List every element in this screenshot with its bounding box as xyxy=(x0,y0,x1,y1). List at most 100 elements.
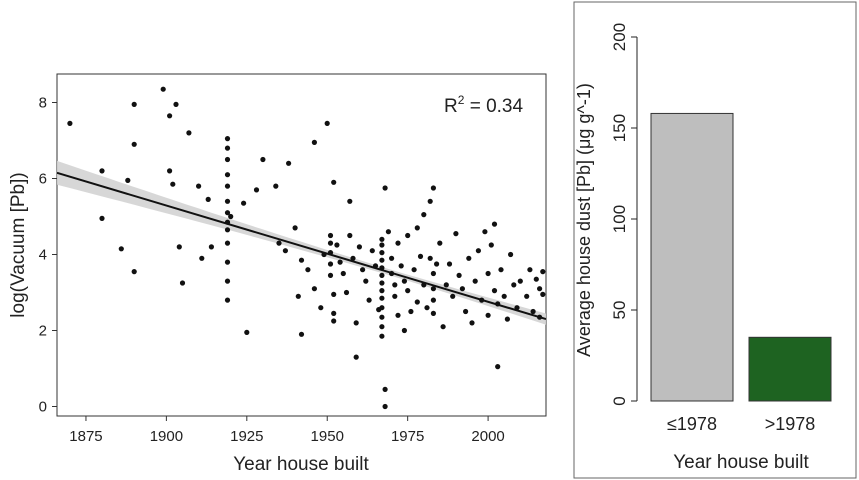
bar-x-axis-label: Year house built xyxy=(673,452,809,473)
scatter-point xyxy=(385,229,391,235)
scatter-point xyxy=(434,261,440,267)
scatter-point xyxy=(421,212,427,218)
scatter-point xyxy=(427,255,433,261)
scatter-point xyxy=(401,327,407,334)
scatter-point xyxy=(379,280,385,286)
scatter-point xyxy=(340,270,346,277)
scatter-point xyxy=(524,293,530,299)
scatter-point xyxy=(401,278,407,284)
bar-y-tick-label: 0 xyxy=(610,396,629,405)
scatter-point xyxy=(224,183,231,189)
scatter-point xyxy=(337,259,343,265)
scatter-point xyxy=(485,270,491,277)
bar xyxy=(748,336,832,402)
scatter-point xyxy=(382,185,388,191)
scatter-point xyxy=(430,270,436,277)
scatter-x-tick-label: 1975 xyxy=(391,428,424,445)
scatter-point xyxy=(224,136,231,142)
bar-y-tick-label: 100 xyxy=(610,205,629,233)
scatter-point xyxy=(527,267,533,273)
scatter-point xyxy=(504,316,510,322)
scatter-x-tick-label: 1925 xyxy=(230,428,263,445)
scatter-point xyxy=(440,324,446,330)
scatter-point xyxy=(131,269,137,275)
scatter-point xyxy=(463,308,469,315)
scatter-point xyxy=(331,179,337,185)
scatter-point xyxy=(228,213,234,220)
scatter-point xyxy=(379,236,385,242)
scatter-point xyxy=(540,291,546,297)
scatter-point xyxy=(241,200,247,206)
scatter-point xyxy=(430,297,436,303)
regression-line xyxy=(56,171,547,321)
scatter-point xyxy=(437,240,443,246)
scatter-point xyxy=(392,282,398,288)
scatter-point xyxy=(450,293,456,299)
scatter-point xyxy=(331,310,337,316)
scatter-y-tick-label: 0 xyxy=(39,399,47,416)
scatter-x-axis: 1875 1900 1925 1950 1975 2000 xyxy=(69,416,505,445)
scatter-x-tick-label: 1875 xyxy=(69,428,102,445)
scatter-point xyxy=(131,141,137,147)
scatter-point xyxy=(382,386,388,392)
scatter-point xyxy=(379,314,385,320)
scatter-point xyxy=(305,267,311,273)
scatter-point xyxy=(160,86,166,92)
scatter-point xyxy=(224,210,231,216)
scatter-point xyxy=(331,318,337,324)
scatter-point xyxy=(224,145,231,151)
scatter-point xyxy=(379,272,385,278)
scatter-point xyxy=(99,168,105,174)
scatter-point xyxy=(405,288,411,294)
scatter-point xyxy=(224,259,231,265)
scatter-point xyxy=(224,198,231,204)
scatter-point xyxy=(363,278,369,284)
scatter-point xyxy=(224,156,231,163)
scatter-point xyxy=(353,354,359,360)
scatter-point xyxy=(356,244,362,250)
scatter-point xyxy=(353,320,359,326)
scatter-point xyxy=(286,160,292,166)
scatter-point xyxy=(495,364,501,370)
bar xyxy=(650,112,734,402)
scatter-point xyxy=(186,130,192,136)
scatter-points xyxy=(67,86,546,410)
scatter-point xyxy=(395,312,401,318)
scatter-point xyxy=(167,168,173,174)
scatter-point xyxy=(414,225,420,231)
scatter-point xyxy=(208,244,214,250)
scatter-point xyxy=(167,113,173,119)
r-squared-annotation: R2 = 0.34 xyxy=(444,93,523,117)
scatter-point xyxy=(443,282,449,288)
scatter-point xyxy=(485,312,491,318)
scatter-point xyxy=(343,289,350,296)
scatter-y-tick-label: 2 xyxy=(39,323,47,340)
scatter-point xyxy=(327,232,334,239)
scatter-point xyxy=(540,269,546,275)
scatter-point xyxy=(273,183,279,189)
scatter-point xyxy=(253,187,260,193)
scatter-point xyxy=(366,297,372,303)
scatter-point xyxy=(276,240,282,246)
scatter-point xyxy=(282,248,288,254)
scatter-point xyxy=(395,240,401,246)
scatter-point xyxy=(498,267,504,273)
scatter-point xyxy=(311,286,317,292)
scatter-point xyxy=(347,232,353,239)
scatter-point xyxy=(482,229,488,235)
scatter-y-tick-label: 6 xyxy=(39,171,47,188)
scatter-point xyxy=(491,288,498,294)
scatter-point xyxy=(466,255,472,261)
scatter-point xyxy=(179,280,186,286)
bar-category-label: ≤1978 xyxy=(667,414,717,434)
scatter-point xyxy=(491,221,498,227)
scatter-point xyxy=(311,139,317,145)
scatter-point xyxy=(298,257,305,263)
scatter-point xyxy=(244,329,250,335)
scatter-point xyxy=(469,320,475,326)
scatter-panel: 1875 1900 1925 1950 1975 2000 0 2 4 6 8 Year hous… xyxy=(8,73,547,475)
scatter-point xyxy=(199,255,205,261)
scatter-x-tick-label: 1900 xyxy=(150,428,183,445)
scatter-x-axis-label: Year house built xyxy=(233,454,369,475)
scatter-point xyxy=(414,299,420,305)
